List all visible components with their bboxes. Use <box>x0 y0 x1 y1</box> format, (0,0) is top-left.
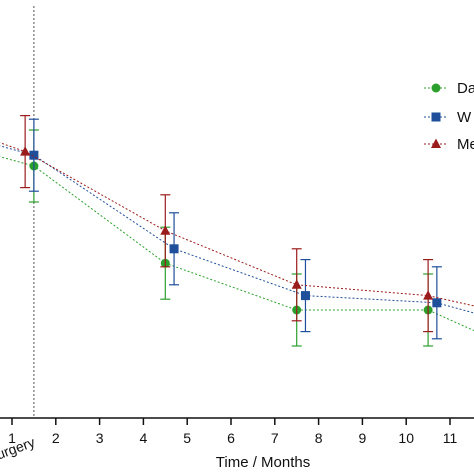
series-layer <box>0 114 474 347</box>
x-tick-label: 8 <box>315 430 323 446</box>
legend-marker <box>431 112 441 122</box>
data-point <box>300 291 310 301</box>
legend-item: W <box>424 109 472 126</box>
data-point <box>160 225 171 235</box>
series-triangle <box>0 114 474 333</box>
x-tick-label: 4 <box>140 430 148 446</box>
data-point <box>29 150 39 160</box>
legend-item: Da <box>424 80 474 97</box>
x-axis-title: Time / Months <box>216 454 310 471</box>
series-line <box>0 156 474 332</box>
x-tick-label: 11 <box>443 430 458 446</box>
series-line <box>0 142 474 307</box>
x-tick-label: 3 <box>96 430 104 446</box>
data-point <box>20 146 31 156</box>
legend-marker <box>431 138 441 148</box>
x-tick-label: 6 <box>227 430 235 446</box>
legend-label: W <box>457 109 472 126</box>
legend-marker <box>431 83 441 93</box>
x-tick-label: 7 <box>271 430 279 446</box>
data-point <box>169 244 179 254</box>
data-point <box>291 279 302 289</box>
series-circle <box>0 129 474 347</box>
legend-label: Da <box>457 80 474 97</box>
x-tick-label: 2 <box>52 430 60 446</box>
series-square <box>0 118 474 340</box>
data-point <box>432 298 442 308</box>
x-tick-label: 9 <box>359 430 367 446</box>
x-tick-label: 5 <box>183 430 191 446</box>
legend-item: Me <box>424 136 474 153</box>
x-tick-label: 10 <box>398 430 414 446</box>
legend-label: Me <box>457 136 474 153</box>
x-tick-label: Surgery <box>0 434 37 466</box>
data-point <box>423 290 434 300</box>
legend: Da W Me <box>424 80 474 153</box>
x-tick-label: 1 <box>8 430 16 446</box>
